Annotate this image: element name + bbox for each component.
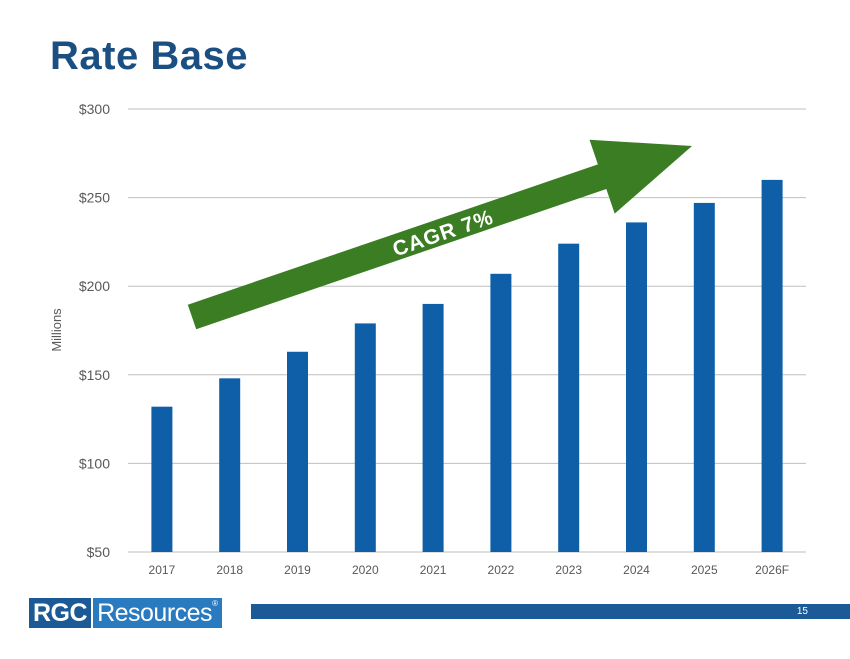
slide-title: Rate Base	[50, 34, 248, 78]
bar-2022	[490, 273, 512, 552]
bar-2020	[354, 323, 376, 552]
page-number: 15	[796, 606, 808, 617]
y-tick-label: $200	[79, 278, 110, 294]
registered-mark: ®	[212, 599, 218, 608]
x-tick-label: 2020	[352, 563, 379, 577]
y-tick-label: $50	[87, 544, 111, 560]
cagr-arrow: CAGR 7%	[187, 139, 693, 330]
x-tick-label: 2025	[691, 563, 718, 577]
x-tick-label: 2017	[149, 563, 176, 577]
bar-2024	[626, 222, 647, 552]
bar-2021	[422, 303, 444, 552]
x-tick-label: 2022	[488, 563, 515, 577]
logo-text-resources: Resources®	[93, 598, 223, 628]
x-axis-ticks: 2017 2018 2019 2020 2021 2022 2023 2024 2025 2026…	[149, 563, 790, 577]
bar-2023	[558, 243, 580, 552]
bar-2018	[219, 378, 241, 552]
y-tick-label: $300	[79, 101, 110, 117]
x-tick-label: 2024	[623, 563, 650, 577]
x-tick-label: 2026F	[755, 563, 789, 577]
rate-base-bar-chart: $50$100$150$200$250$300 Millions 2017 201…	[49, 101, 806, 577]
bar-2019	[287, 351, 308, 552]
y-tick-label: $150	[79, 367, 110, 383]
bars	[151, 179, 783, 552]
grid-lines	[128, 108, 806, 553]
bar-2017	[151, 406, 173, 552]
x-tick-label: 2019	[284, 563, 311, 577]
rgc-resources-logo: RGC Resources®	[29, 598, 223, 628]
logo-text-rgc: RGC	[29, 598, 92, 628]
cagr-arrow-icon	[187, 139, 693, 330]
cagr-annotation-label: CAGR 7%	[390, 206, 497, 262]
bar-2025	[693, 202, 715, 552]
logo-text-resources-word: Resources	[97, 599, 213, 627]
x-tick-label: 2018	[216, 563, 243, 577]
y-tick-label: $100	[79, 455, 110, 471]
x-tick-label: 2021	[420, 563, 447, 577]
y-axis-label: Millions	[49, 308, 64, 352]
y-axis-ticks: $50 $100 $150 $200 $250 $300	[79, 101, 110, 560]
bar-2026F	[761, 179, 783, 552]
x-tick-label: 2023	[555, 563, 582, 577]
footer-bar: 15	[251, 604, 850, 619]
y-tick-label: $250	[79, 190, 110, 206]
